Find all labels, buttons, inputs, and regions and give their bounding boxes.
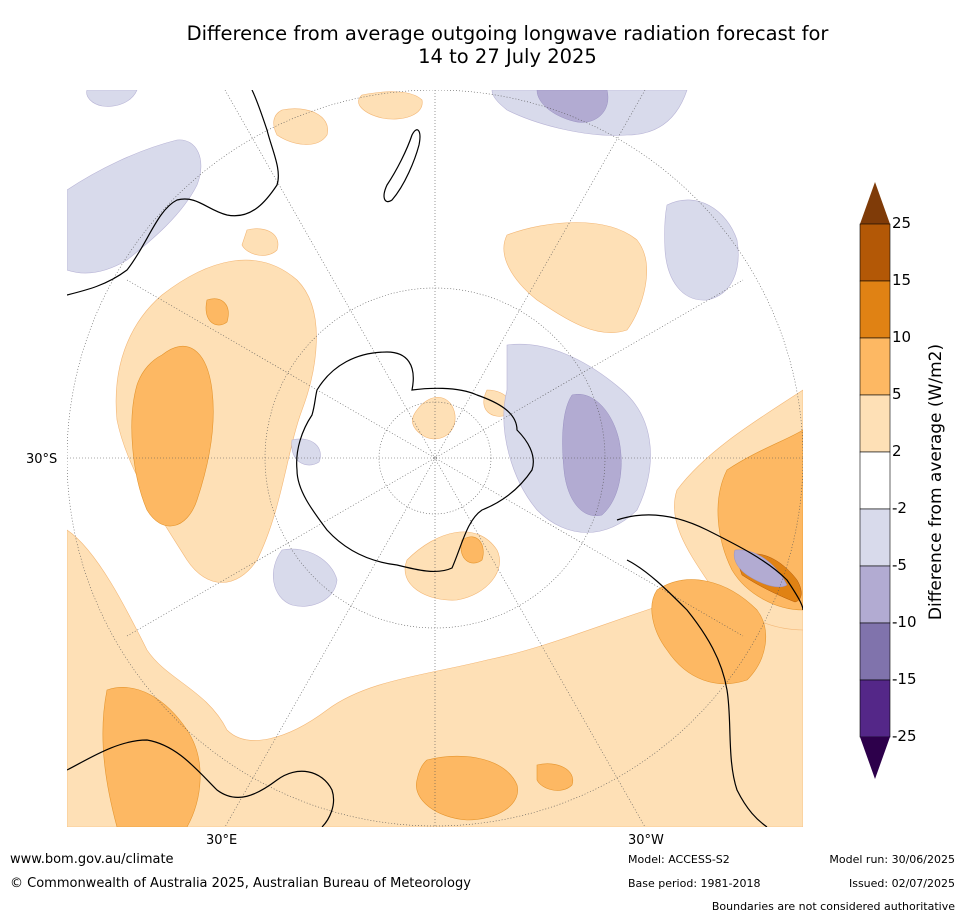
colorbar-tick-label: -2 [892, 499, 907, 517]
colorbar-segment [859, 565, 891, 624]
footer-disclaimer: Boundaries are not considered authoritat… [711, 900, 955, 913]
colorbar-segment [859, 337, 891, 396]
lon-label-30w: 30°W [628, 833, 664, 848]
footer-model: Model: ACCESS-S2 [628, 853, 730, 866]
coastlines [67, 90, 803, 827]
south-america-west-coastline [626, 559, 768, 827]
colorbar-tick-label: -25 [892, 727, 917, 745]
colorbar-tick-label: 25 [892, 214, 912, 232]
colorbar [859, 182, 891, 779]
south-america-coastline [616, 514, 803, 611]
footer-base-period: Base period: 1981-2018 [628, 877, 761, 890]
footer-model-run: Model run: 30/06/2025 [829, 853, 955, 866]
polar-map [67, 90, 803, 827]
colorbar-segment [859, 280, 891, 339]
australia-coastline [67, 90, 279, 296]
colorbar-title: Difference from average (W/m2) [926, 343, 946, 621]
polar-map-svg [67, 90, 803, 827]
colorbar-tick-label: 5 [892, 385, 902, 403]
footer-issued: Issued: 02/07/2025 [848, 877, 955, 890]
colorbar-segment [859, 223, 891, 282]
colorbar-extend-bottom [860, 737, 890, 779]
graticule [67, 90, 803, 827]
colorbar-tick-label: 10 [892, 328, 912, 346]
colorbar-tick-label: -15 [892, 670, 917, 688]
africa-coastline [67, 739, 335, 827]
anomaly-medium-purple [536, 90, 788, 588]
colorbar-segment [859, 508, 891, 567]
colorbar-segment [859, 622, 891, 681]
lat-label-30s: 30°S [26, 452, 58, 467]
colorbar-segment [859, 451, 891, 510]
chart-title: Difference from average outgoing longwav… [60, 22, 955, 68]
colorbar-tick-label: 2 [892, 442, 902, 460]
title-line-1: Difference from average outgoing longwav… [186, 22, 829, 45]
colorbar-segment [859, 679, 891, 738]
colorbar-tick-label: 15 [892, 271, 912, 289]
colorbar-segment [859, 394, 891, 453]
lon-label-30e: 30°E [206, 833, 238, 848]
colorbar-tick-label: -5 [892, 556, 907, 574]
antarctica-coastline [296, 351, 534, 573]
colorbar-extend-top [860, 182, 890, 224]
colorbar-tick-label: -10 [892, 613, 917, 631]
footer-website: www.bom.gov.au/climate [10, 852, 174, 867]
title-line-2: 14 to 27 July 2025 [418, 45, 597, 68]
footer-copyright: © Commonwealth of Australia 2025, Austra… [10, 876, 471, 891]
new-zealand-coastline [383, 129, 421, 203]
